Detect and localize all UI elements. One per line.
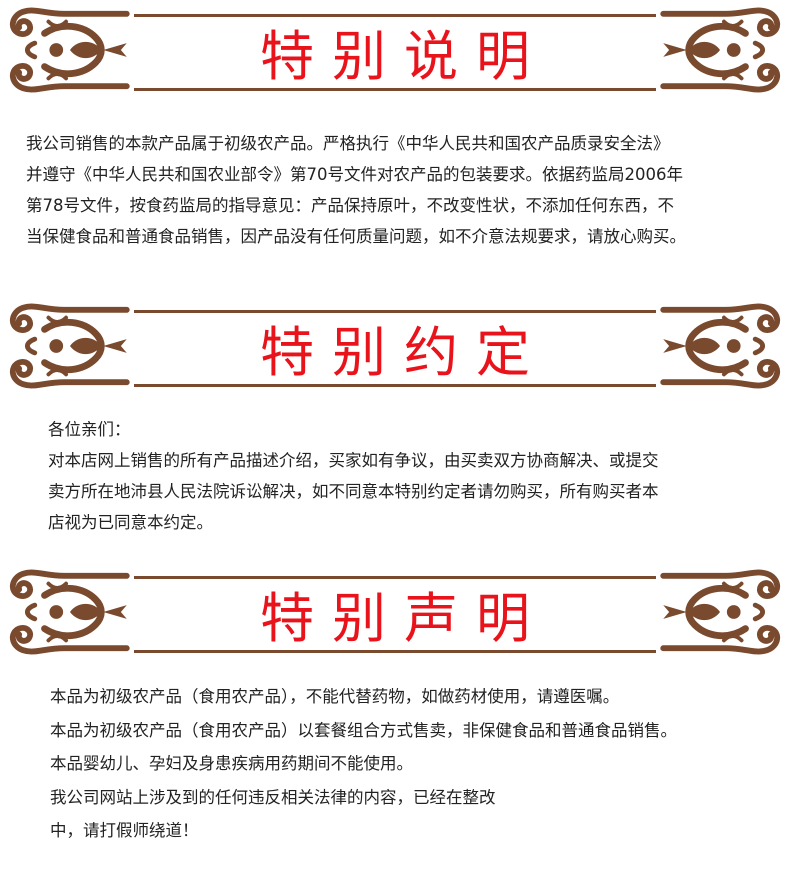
section-special-statement: 特别声明 本品为初级农产品（食用农产品），不能代替药物，如做药材使用，请遵医嘱。…	[0, 562, 790, 840]
scroll-ornament-icon	[656, 4, 786, 96]
body-line: 卖方所在地沛县人民法院诉讼解决，如不同意本特别约定者请勿购买，所有购买者本	[48, 482, 659, 501]
scroll-ornament-icon	[4, 566, 134, 658]
body-line: 并遵守《中华人民共和国农业部令》第70号文件对农产品的包装要求。依据药监局200…	[26, 165, 683, 184]
scroll-ornament-icon	[656, 300, 786, 392]
section-body: 我公司销售的本款产品属于初级农产品。严格执行《中华人民共和国农产品质录安全法》 …	[26, 128, 686, 252]
body-line: 我公司网站上涉及到的任何违反相关法律的内容，已经在整改	[50, 787, 496, 807]
section-body: 各位亲们： 对本店网上销售的所有产品描述介绍，买家如有争议，由买卖双方协商解决、…	[48, 414, 659, 538]
divider	[134, 88, 656, 91]
section-banner: 特别声明	[0, 562, 790, 662]
section-special-agreement: 特别约定 各位亲们： 对本店网上销售的所有产品描述介绍，买家如有争议，由买卖双方…	[0, 296, 790, 532]
section-special-notice: 特别说明 我公司销售的本款产品属于初级农产品。严格执行《中华人民共和国农产品质录…	[0, 0, 790, 246]
scroll-ornament-icon	[4, 300, 134, 392]
body-line: 本品为初级农产品（食用农产品）以套餐组合方式售卖，非保健食品和普通食品销售。	[50, 720, 677, 740]
divider	[134, 14, 656, 17]
divider	[134, 310, 656, 313]
section-title: 特别声明	[260, 586, 548, 650]
divider	[134, 650, 656, 653]
divider	[134, 576, 656, 579]
body-line: 本品为初级农产品（食用农产品），不能代替药物，如做药材使用，请遵医嘱。	[50, 687, 620, 706]
scroll-ornament-icon	[656, 566, 786, 658]
body-line: 当保健食品和普通食品销售，因产品没有任何质量问题，如不介意法规要求，请放心购买。	[26, 227, 686, 246]
body-line: 本品婴幼儿、孕妇及身患疾病用药期间不能使用。	[50, 754, 413, 773]
body-line: 各位亲们：	[48, 420, 131, 439]
body-line: 店视为已同意本约定。	[48, 513, 213, 532]
section-banner: 特别约定	[0, 296, 790, 396]
body-line: 第78号文件，按食药监局的指导意见：产品保持原叶，不改变性状，不添加任何东西，不	[26, 196, 674, 215]
section-title: 特别约定	[260, 320, 548, 384]
scroll-ornament-icon	[4, 4, 134, 96]
section-body: 本品为初级农产品（食用农产品），不能代替药物，如做药材使用，请遵医嘱。 本品为初…	[50, 680, 677, 848]
body-line: 对本店网上销售的所有产品描述介绍，买家如有争议，由买卖双方协商解决、或提交	[48, 451, 659, 470]
body-line: 中，请打假师绕道！	[50, 821, 199, 840]
divider	[134, 384, 656, 387]
section-banner: 特别说明	[0, 0, 790, 100]
body-line: 我公司销售的本款产品属于初级农产品。严格执行《中华人民共和国农产品质录安全法》	[26, 134, 670, 153]
section-title: 特别说明	[260, 24, 548, 88]
